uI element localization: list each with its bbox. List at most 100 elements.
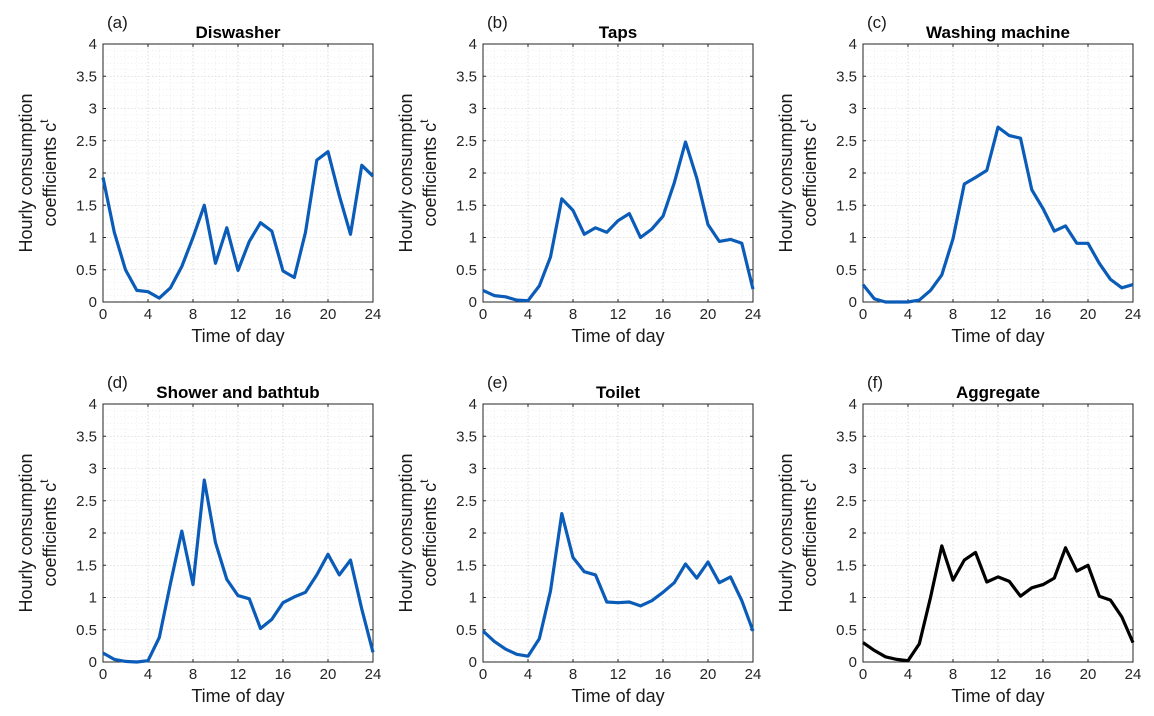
x-tick-label: 12 (230, 666, 247, 683)
x-tick-label: 24 (365, 306, 382, 323)
x-tick-label: 4 (524, 666, 532, 683)
x-tick-label: 0 (99, 666, 107, 683)
y-tick-label: 3 (89, 101, 97, 118)
y-tick-label: 3 (469, 461, 477, 478)
x-tick-label: 24 (745, 306, 762, 323)
panel-letter: (c) (867, 13, 887, 32)
panel-5: 0 4 8 12 16 20 24 0 0.5 1 1.5 2 2.5 3 3.5 4 (e) Toilet Tim… (396, 373, 761, 706)
y-axis-label-superscript: t (797, 479, 811, 483)
y-tick-label: 2.5 (76, 133, 97, 150)
series-line (861, 125, 1134, 304)
x-tick-label: 24 (1125, 666, 1142, 683)
y-tick-label: 0 (469, 294, 477, 311)
x-tick-label: 16 (655, 306, 672, 323)
y-tick-label: 3.5 (836, 428, 857, 445)
x-tick-label: 24 (365, 666, 382, 683)
y-tick-label: 2 (849, 525, 857, 542)
y-tick-label: 4 (469, 396, 477, 413)
y-axis-label-text: coefficients c (420, 123, 440, 227)
y-tick-label: 0.5 (76, 262, 97, 279)
y-tick-label: 3 (849, 101, 857, 118)
y-tick-label: 2 (89, 165, 97, 182)
y-axis-label-superscript: t (417, 119, 431, 123)
y-tick-label: 0.5 (456, 622, 477, 639)
panel-1: 0 4 8 12 16 20 24 0 0.5 1 1.5 2 2.5 3 3.5 4 (a) Diswasher… (16, 13, 381, 346)
y-axis-label-text: coefficients c (800, 123, 820, 227)
x-tick-label: 0 (859, 666, 867, 683)
y-axis-label-superscript: t (797, 119, 811, 123)
panel-title: Taps (599, 23, 637, 42)
panel-letter: (d) (107, 373, 128, 392)
panel-2: 0 4 8 12 16 20 24 0 0.5 1 1.5 2 2.5 3 3.5 4 (b) Taps Time … (396, 13, 761, 346)
x-tick-label: 20 (700, 666, 717, 683)
x-tick-label: 0 (479, 306, 487, 323)
panel-3: 0 4 8 12 16 20 24 0 0.5 1 1.5 2 2.5 3 3.5 4 (c) Washing m… (776, 13, 1141, 346)
y-tick-label: 1 (469, 230, 477, 247)
major-grid (102, 403, 374, 663)
y-tick-label: 1.5 (836, 557, 857, 574)
y-tick-label: 1.5 (456, 197, 477, 214)
y-tick-label: 0 (849, 294, 857, 311)
y-axis-label-line2: coefficients ct (37, 479, 60, 587)
y-axis-label-line2: coefficients ct (417, 479, 440, 587)
x-tick-label: 12 (230, 306, 247, 323)
series-line (482, 140, 755, 303)
y-tick-label: 4 (849, 36, 857, 53)
x-tick-label: 24 (1125, 306, 1142, 323)
x-tick-label: 4 (144, 306, 152, 323)
y-axis-label-line2: coefficients ct (797, 119, 820, 227)
y-axis-label-text: coefficients c (40, 123, 60, 227)
y-tick-label: 0 (849, 654, 857, 671)
y-axis-label: Hourly consumption (396, 93, 416, 252)
y-tick-label: 3.5 (76, 68, 97, 85)
x-axis-label: Time of day (951, 326, 1044, 346)
y-tick-label: 0 (89, 294, 97, 311)
x-tick-label: 12 (990, 666, 1007, 683)
y-tick-label: 0.5 (836, 622, 857, 639)
y-axis-label-line2: coefficients ct (797, 479, 820, 587)
x-tick-label: 12 (610, 306, 627, 323)
panel-title: Washing machine (926, 23, 1070, 42)
series-line (862, 544, 1135, 663)
x-axis-label: Time of day (191, 326, 284, 346)
panel-title: Shower and bathtub (156, 383, 319, 402)
x-tick-label: 8 (949, 306, 957, 323)
y-tick-label: 0.5 (76, 622, 97, 639)
y-tick-label: 0 (469, 654, 477, 671)
y-tick-label: 3.5 (456, 68, 477, 85)
y-tick-label: 1 (89, 230, 97, 247)
y-tick-label: 1 (89, 590, 97, 607)
x-tick-label: 4 (524, 306, 532, 323)
panel-letter: (a) (107, 13, 128, 32)
y-tick-label: 1.5 (456, 557, 477, 574)
y-tick-label: 2 (89, 525, 97, 542)
y-axis-label-text: coefficients c (420, 483, 440, 587)
x-tick-label: 16 (275, 666, 292, 683)
y-axis-label: Hourly consumption (396, 453, 416, 612)
y-tick-label: 3.5 (836, 68, 857, 85)
y-axis-label-line2: coefficients ct (37, 119, 60, 227)
y-tick-label: 1 (849, 230, 857, 247)
x-tick-label: 20 (700, 306, 717, 323)
y-tick-label: 0.5 (456, 262, 477, 279)
y-tick-label: 1 (469, 590, 477, 607)
y-tick-label: 4 (89, 36, 97, 53)
series-line (102, 478, 375, 664)
x-axis-label: Time of day (571, 326, 664, 346)
y-tick-label: 3 (469, 101, 477, 118)
y-tick-label: 2 (469, 165, 477, 182)
x-tick-label: 20 (320, 306, 337, 323)
x-tick-label: 16 (1035, 666, 1052, 683)
x-tick-label: 8 (189, 666, 197, 683)
major-grid (862, 403, 1134, 663)
y-axis-label-text: coefficients c (800, 483, 820, 587)
y-axis-label-text: coefficients c (40, 483, 60, 587)
x-tick-label: 12 (610, 666, 627, 683)
y-axis-label: Hourly consumption (776, 453, 796, 612)
x-tick-label: 16 (655, 666, 672, 683)
x-tick-label: 16 (275, 306, 292, 323)
x-tick-label: 0 (99, 306, 107, 323)
x-tick-label: 20 (320, 666, 337, 683)
y-tick-label: 3.5 (76, 428, 97, 445)
